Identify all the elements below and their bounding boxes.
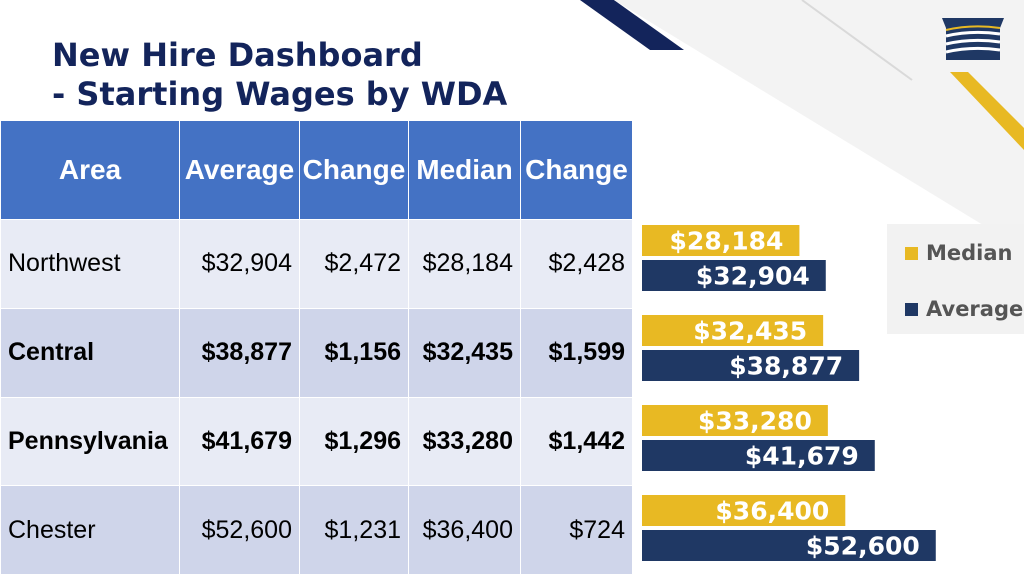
legend-label-average: Average [926, 297, 1023, 321]
cell-average-change: $1,231 [299, 485, 409, 575]
legend-swatch-median [905, 247, 918, 260]
page-title: New Hire Dashboard - Starting Wages by W… [52, 36, 507, 114]
navy-stripe [580, 0, 684, 50]
wage-table: Area Average Change Median Change Northw… [0, 120, 633, 575]
wage-bar-chart: $28,184 $32,904 $32,435 $38,877 $33,280 $41,6… [642, 224, 1024, 561]
bar-label-median-pennsylvania: $33,280 [698, 407, 812, 436]
thin-diagonal-line [801, 0, 913, 81]
bar-label-average-northwest: $32,904 [696, 262, 810, 291]
bar-median-northwest [642, 225, 800, 256]
cell-median: $32,435 [408, 307, 521, 398]
cell-median: $28,184 [408, 219, 521, 309]
bar-label-median-chester: $36,400 [715, 497, 829, 526]
light-gray-wedge [614, 0, 1024, 250]
table-row: Northwest $32,904 $2,472 $28,184 $2,428 [0, 219, 633, 309]
keystone-logo-icon [942, 18, 1004, 60]
page-title-line-2: - Starting Wages by WDA [52, 75, 508, 113]
bar-median-pennsylvania [642, 405, 828, 436]
cell-area: Pennsylvania [0, 396, 180, 487]
legend-label-median: Median [926, 241, 1013, 265]
cell-average: $41,679 [179, 396, 300, 487]
header-area: Area [0, 120, 180, 220]
gold-stripe [950, 72, 1024, 150]
bar-label-average-chester: $52,600 [806, 532, 920, 561]
table-row: Central $38,877 $1,156 $32,435 $1,599 [0, 307, 633, 398]
header-median-change: Change [520, 120, 633, 220]
cell-median: $33,280 [408, 396, 521, 487]
cell-median-change: $1,442 [520, 396, 633, 487]
bar-average-central [642, 350, 860, 381]
table-row: Pennsylvania $41,679 $1,296 $33,280 $1,4… [0, 396, 633, 487]
cell-average: $52,600 [179, 485, 300, 575]
bar-median-chester [642, 495, 846, 526]
cell-area: Chester [0, 485, 180, 575]
bar-label-average-central: $38,877 [729, 352, 843, 381]
cell-average-change: $1,296 [299, 396, 409, 487]
header-median: Median [408, 120, 521, 220]
table-header-row: Area Average Change Median Change [0, 120, 633, 220]
cell-median-change: $1,599 [520, 307, 633, 398]
header-average-change: Change [299, 120, 409, 220]
cell-average-change: $2,472 [299, 219, 409, 309]
cell-average-change: $1,156 [299, 307, 409, 398]
legend-swatch-average [905, 303, 918, 316]
cell-median: $36,400 [408, 485, 521, 575]
bar-average-northwest [642, 260, 826, 291]
bar-label-average-pennsylvania: $41,679 [745, 442, 859, 471]
cell-area: Northwest [0, 219, 180, 309]
bar-average-pennsylvania [642, 440, 875, 471]
cell-average: $38,877 [179, 307, 300, 398]
cell-area: Central [0, 307, 180, 398]
header-average: Average [179, 120, 300, 220]
table-row: Chester $52,600 $1,231 $36,400 $724 [0, 485, 633, 575]
cell-median-change: $724 [520, 485, 633, 575]
page-title-line-1: New Hire Dashboard [52, 36, 423, 74]
cell-average: $32,904 [179, 219, 300, 309]
bar-average-chester [642, 530, 936, 561]
cell-median-change: $2,428 [520, 219, 633, 309]
bar-label-median-central: $32,435 [693, 317, 807, 346]
bar-label-median-northwest: $28,184 [670, 227, 784, 256]
bar-median-central [642, 315, 824, 346]
